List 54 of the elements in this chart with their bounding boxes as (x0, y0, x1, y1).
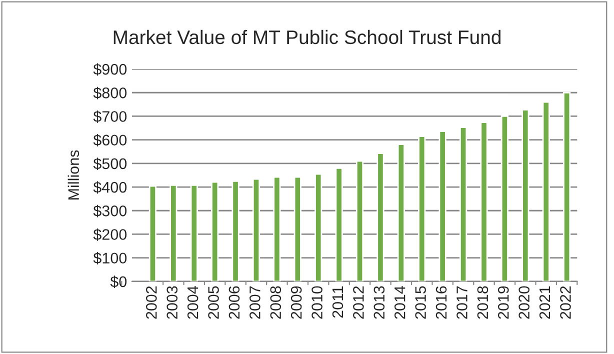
x-tick-label: 2009 (290, 286, 302, 319)
bar (170, 184, 178, 282)
y-tick-label: $900 (93, 63, 127, 76)
bar (148, 185, 157, 282)
x-tick-label: 2021 (539, 286, 550, 319)
x-tick-label: 2011 (332, 286, 344, 318)
bar (418, 136, 426, 282)
bar (438, 130, 446, 282)
x-tick-label: 2022 (560, 286, 571, 319)
x-tick-label: 2015 (415, 286, 426, 319)
x-tick-label: 2013 (374, 286, 385, 319)
bar (397, 144, 405, 282)
bar (232, 180, 240, 282)
x-tick-label: 2006 (228, 286, 240, 319)
y-tick-label: $500 (93, 158, 127, 170)
x-tick-label: 2019 (498, 286, 509, 319)
x-tick-label: 2005 (208, 286, 219, 319)
bar (563, 92, 571, 282)
y-tick-label: $400 (93, 181, 127, 194)
y-tick-label: $200 (93, 228, 127, 241)
y-tick-label: $600 (93, 134, 127, 146)
bar (522, 109, 530, 282)
bar (294, 176, 302, 282)
y-tick-label: $800 (93, 86, 127, 100)
bar (356, 160, 364, 282)
bar (459, 126, 468, 282)
x-tick-label: 2004 (187, 286, 198, 319)
y-tick-label: $100 (93, 252, 127, 264)
bar (500, 116, 508, 282)
x-tick-label: 2012 (353, 286, 364, 319)
bar (211, 181, 219, 282)
bar (190, 184, 198, 282)
bar (252, 178, 260, 282)
y-tick-label: $700 (93, 110, 127, 123)
bar (376, 152, 384, 282)
bar (480, 122, 488, 282)
x-tick-label: 2020 (518, 286, 530, 319)
chart-title: Market Value of MT Public School Trust Fund (114, 30, 500, 44)
x-tick-label: 2014 (394, 286, 406, 319)
x-tick-label: 2017 (456, 286, 468, 319)
x-tick-label: 2018 (477, 286, 488, 319)
y-tick-label: $0 (110, 276, 127, 288)
x-tick-label: 2002 (146, 286, 157, 319)
bar (273, 176, 281, 282)
bar (335, 167, 343, 282)
x-tick-label: 2007 (250, 286, 260, 319)
bar (314, 173, 322, 282)
bar (542, 101, 550, 282)
x-tick-label: 2016 (436, 286, 447, 319)
y-axis-title: Millions (68, 150, 80, 200)
x-tick-label: 2003 (166, 286, 178, 319)
x-tick-label: 2008 (270, 286, 282, 319)
x-tick-label: 2010 (312, 286, 322, 319)
y-tick-label: $300 (93, 204, 127, 218)
